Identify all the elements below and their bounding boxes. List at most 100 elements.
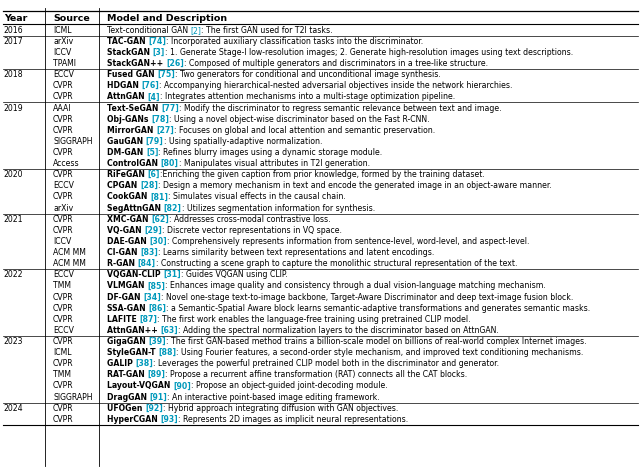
Text: CVPR: CVPR bbox=[53, 126, 74, 135]
Text: [91]: [91] bbox=[150, 393, 168, 402]
Text: CVPR: CVPR bbox=[53, 193, 74, 201]
Text: [88]: [88] bbox=[158, 348, 176, 357]
Text: [62]: [62] bbox=[151, 215, 169, 224]
Text: [75]: [75] bbox=[157, 70, 175, 79]
Text: RAT-GAN: RAT-GAN bbox=[107, 370, 147, 379]
Text: [30]: [30] bbox=[149, 237, 167, 246]
Text: : a Semantic-Spatial Aware block learns semantic-adaptive transformations and ge: : a Semantic-Spatial Aware block learns … bbox=[166, 304, 590, 313]
Text: AAAI: AAAI bbox=[53, 104, 72, 113]
Text: : The first GAN used for T2I tasks.: : The first GAN used for T2I tasks. bbox=[202, 26, 333, 35]
Text: MirrorGAN: MirrorGAN bbox=[107, 126, 156, 135]
Text: Fused GAN: Fused GAN bbox=[107, 70, 157, 79]
Text: GALIP: GALIP bbox=[107, 359, 136, 368]
Text: CVPR: CVPR bbox=[53, 226, 74, 235]
Text: SIGGRAPH: SIGGRAPH bbox=[53, 393, 93, 402]
Text: Source: Source bbox=[53, 14, 90, 23]
Text: R-GAN: R-GAN bbox=[107, 259, 138, 268]
Text: Text-SeGAN: Text-SeGAN bbox=[107, 104, 161, 113]
Text: HDGAN: HDGAN bbox=[107, 81, 141, 90]
Text: : Modify the discriminator to regress semantic relevance between text and image.: : Modify the discriminator to regress se… bbox=[179, 104, 501, 113]
Text: [78]: [78] bbox=[151, 114, 169, 123]
Text: : Utilizes segmentation information for synthesis.: : Utilizes segmentation information for … bbox=[182, 203, 375, 212]
Text: SegAttnGAN: SegAttnGAN bbox=[107, 203, 164, 212]
Text: [81]: [81] bbox=[150, 193, 168, 201]
Text: arXiv: arXiv bbox=[53, 37, 74, 46]
Text: XMC-GAN: XMC-GAN bbox=[107, 215, 151, 224]
Text: ACM MM: ACM MM bbox=[53, 259, 86, 268]
Text: 2024: 2024 bbox=[4, 403, 24, 412]
Text: [2]: [2] bbox=[191, 26, 202, 35]
Text: : Focuses on global and local attention and semantic preservation.: : Focuses on global and local attention … bbox=[173, 126, 435, 135]
Text: [87]: [87] bbox=[140, 315, 157, 324]
Text: 2022: 2022 bbox=[4, 270, 23, 279]
Text: GauGAN: GauGAN bbox=[107, 137, 146, 146]
Text: [86]: [86] bbox=[148, 304, 166, 313]
Text: [29]: [29] bbox=[144, 226, 162, 235]
Text: SIGGRAPH: SIGGRAPH bbox=[53, 137, 93, 146]
Text: CVPR: CVPR bbox=[53, 92, 74, 101]
Text: [31]: [31] bbox=[163, 270, 181, 279]
Text: : Learns similarity between text representations and latent encodings.: : Learns similarity between text represe… bbox=[158, 248, 435, 257]
Text: [80]: [80] bbox=[161, 159, 179, 168]
Text: [63]: [63] bbox=[161, 326, 178, 335]
Text: CVPR: CVPR bbox=[53, 304, 74, 313]
Text: AttnGAN: AttnGAN bbox=[107, 92, 147, 101]
Text: : The first GAN-based method trains a billion-scale model on billions of real-wo: : The first GAN-based method trains a bi… bbox=[166, 337, 587, 346]
Text: : Discrete vector representations in VQ space.: : Discrete vector representations in VQ … bbox=[162, 226, 342, 235]
Text: : Using a novel object-wise discriminator based on the Fast R-CNN.: : Using a novel object-wise discriminato… bbox=[169, 114, 429, 123]
Text: : Design a memory mechanism in text and encode the generated image in an object-: : Design a memory mechanism in text and … bbox=[157, 181, 552, 190]
Text: : Guides VQGAN using CLIP.: : Guides VQGAN using CLIP. bbox=[181, 270, 287, 279]
Text: CVPR: CVPR bbox=[53, 381, 74, 390]
Text: CVPR: CVPR bbox=[53, 215, 74, 224]
Text: ICCV: ICCV bbox=[53, 48, 72, 57]
Text: : Adding the spectral normalization layers to the discriminator based on AttnGAN: : Adding the spectral normalization laye… bbox=[178, 326, 499, 335]
Text: : Using Fourier features, a second-order style mechanism, and improved text cond: : Using Fourier features, a second-order… bbox=[176, 348, 584, 357]
Text: GigaGAN: GigaGAN bbox=[107, 337, 148, 346]
Text: [74]: [74] bbox=[148, 37, 166, 46]
Text: [77]: [77] bbox=[161, 104, 179, 113]
Text: [3]: [3] bbox=[152, 48, 165, 57]
Text: SSA-GAN: SSA-GAN bbox=[107, 304, 148, 313]
Text: ECCV: ECCV bbox=[53, 326, 74, 335]
Text: : Hybrid approach integrating diffusion with GAN objectives.: : Hybrid approach integrating diffusion … bbox=[163, 403, 398, 412]
Text: : Accompanying hierarchical-nested adversarial objectives inside the network hie: : Accompanying hierarchical-nested adver… bbox=[159, 81, 513, 90]
Text: [38]: [38] bbox=[136, 359, 153, 368]
Text: [76]: [76] bbox=[141, 81, 159, 90]
Text: [28]: [28] bbox=[140, 181, 157, 190]
Text: : Two generators for conditional and unconditional image synthesis.: : Two generators for conditional and unc… bbox=[175, 70, 441, 79]
Text: CPGAN: CPGAN bbox=[107, 181, 140, 190]
Text: ICCV: ICCV bbox=[53, 237, 72, 246]
Text: 2019: 2019 bbox=[4, 104, 24, 113]
Text: ECCV: ECCV bbox=[53, 70, 74, 79]
Text: 2023: 2023 bbox=[4, 337, 23, 346]
Text: CVPR: CVPR bbox=[53, 170, 74, 179]
Text: [83]: [83] bbox=[140, 248, 158, 257]
Text: : Represents 2D images as implicit neural representations.: : Represents 2D images as implicit neura… bbox=[178, 415, 408, 424]
Text: DragGAN: DragGAN bbox=[107, 393, 150, 402]
Text: : Comprehensively represents information from sentence-level, word-level, and as: : Comprehensively represents information… bbox=[167, 237, 529, 246]
Text: HyperCGAN: HyperCGAN bbox=[107, 415, 161, 424]
Text: 2016: 2016 bbox=[4, 26, 24, 35]
Text: CVPR: CVPR bbox=[53, 415, 74, 424]
Text: 2017: 2017 bbox=[4, 37, 24, 46]
Text: : Addresses cross-modal contrastive loss.: : Addresses cross-modal contrastive loss… bbox=[169, 215, 330, 224]
Text: [5]: [5] bbox=[146, 148, 158, 157]
Text: : Constructing a scene graph to capture the monolithic structural representation: : Constructing a scene graph to capture … bbox=[156, 259, 517, 268]
Text: : Propose a recurrent affine transformation (RAT) connects all the CAT blocks.: : Propose a recurrent affine transformat… bbox=[165, 370, 467, 379]
Text: [79]: [79] bbox=[146, 137, 163, 146]
Text: [92]: [92] bbox=[145, 403, 163, 412]
Text: [6]: [6] bbox=[147, 170, 160, 179]
Text: 2020: 2020 bbox=[4, 170, 23, 179]
Text: StackGAN: StackGAN bbox=[107, 48, 152, 57]
Text: Model and Description: Model and Description bbox=[107, 14, 227, 23]
Text: VLMGAN: VLMGAN bbox=[107, 281, 147, 290]
Text: :Enriching the given caption from prior knowledge, formed by the training datase: :Enriching the given caption from prior … bbox=[160, 170, 484, 179]
Text: ECCV: ECCV bbox=[53, 270, 74, 279]
Text: CookGAN: CookGAN bbox=[107, 193, 150, 201]
Text: [84]: [84] bbox=[138, 259, 156, 268]
Text: [27]: [27] bbox=[156, 126, 173, 135]
Text: : Enhances image quality and consistency through a dual vision-language matching: : Enhances image quality and consistency… bbox=[165, 281, 546, 290]
Text: [90]: [90] bbox=[173, 381, 191, 390]
Text: CVPR: CVPR bbox=[53, 315, 74, 324]
Text: [93]: [93] bbox=[161, 415, 178, 424]
